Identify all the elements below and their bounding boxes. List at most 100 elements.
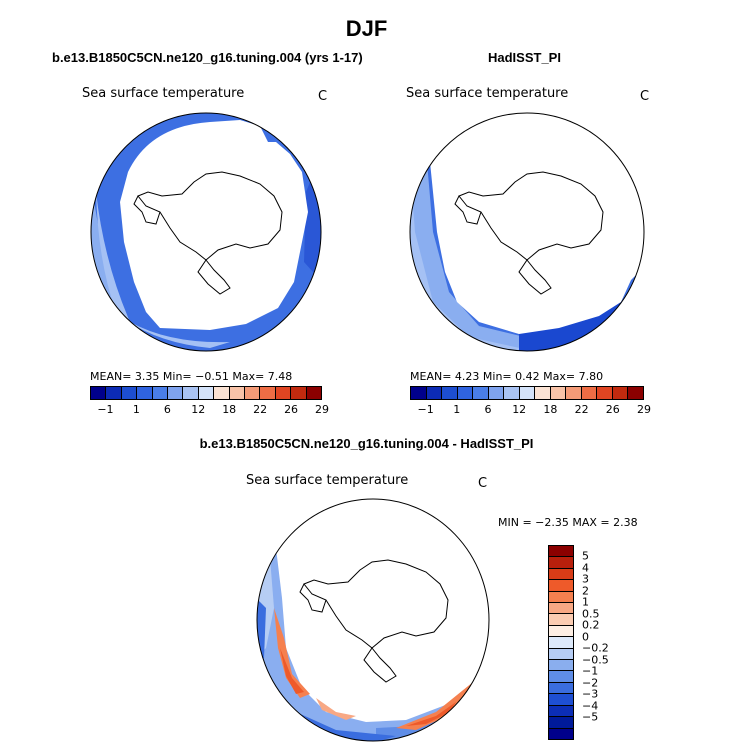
diff-colorbar-swatch: [549, 580, 573, 592]
diff-stats: MIN = −2.35 MAX = 2.38: [498, 516, 638, 529]
diff-colorbar-swatch: [549, 568, 573, 581]
model-colorbar-swatch: [91, 387, 107, 399]
diff-colorbar-swatch: [549, 591, 573, 604]
obs-colorbar-swatch: [535, 387, 551, 399]
model-panel-title: b.e13.B1850C5CN.ne120_g16.tuning.004 (yr…: [52, 50, 363, 65]
model-colorbar-labels: −1 1 6 12 18 22 26 29: [90, 403, 329, 417]
diff-colorbar-labels: 5 4 3 2 1 0.5 0.2 0 −0.2 −0.5 −1 −2 −3 −4 −5: [582, 545, 622, 740]
obs-colorbar-swatch: [581, 387, 598, 399]
model-unit-label: C: [318, 89, 328, 104]
obs-colorbar-tick-label: 29: [637, 403, 651, 416]
model-colorbar-swatch: [229, 387, 246, 399]
obs-colorbar-swatch: [411, 387, 427, 399]
obs-colorbar-swatch: [442, 387, 458, 399]
model-colorbar-swatch: [260, 387, 276, 399]
model-stats: MEAN= 3.35 Min= −0.51 Max= 7.48: [90, 370, 293, 383]
obs-colorbar-swatch: [612, 387, 629, 399]
diff-colorbar-tick-label: 0.2: [582, 618, 600, 632]
model-colorbar-swatch: [121, 387, 138, 399]
obs-colorbar-swatch: [473, 387, 489, 399]
diff-colorbar-swatch: [549, 603, 573, 615]
obs-colorbar-swatch: [597, 387, 613, 399]
diff-colorbar-tick-label: 5: [582, 549, 589, 563]
obs-colorbar-tick-label: 22: [574, 403, 589, 416]
model-colorbar-tick-label: 12: [191, 403, 206, 416]
diff-colorbar-tick-label: 2: [582, 584, 589, 598]
obs-variable-label: Sea surface temperature: [406, 86, 569, 101]
obs-colorbar-tick-label: 6: [484, 403, 492, 416]
diff-colorbar-swatch: [549, 625, 573, 638]
model-colorbar-tick-label: 22: [253, 403, 268, 416]
obs-colorbar-labels: −1 1 6 12 18 22 26 29: [410, 403, 651, 417]
diff-colorbar-swatch: [549, 648, 573, 661]
obs-colorbar-tick-label: −1: [417, 403, 434, 416]
model-colorbar-swatch: [198, 387, 215, 399]
obs-panel-title: HadISST_PI: [488, 50, 561, 65]
obs-colorbar-tick-label: 26: [605, 403, 620, 416]
diff-colorbar-tick-label: −3: [582, 687, 599, 701]
obs-colorbar-swatch: [504, 387, 520, 399]
diff-colorbar-swatch: [549, 728, 573, 739]
diff-panel-title: b.e13.B1850C5CN.ne120_g16.tuning.004 - H…: [199, 436, 534, 451]
obs-unit-label: C: [640, 89, 650, 104]
diff-colorbar-swatch: [549, 671, 573, 683]
diff-colorbar-swatch: [549, 660, 573, 672]
diff-colorbar-tick-label: 3: [582, 572, 589, 586]
obs-sst-map: [409, 112, 645, 352]
model-colorbar-swatch: [106, 387, 122, 399]
diff-colorbar-tick-label: −2: [582, 676, 599, 690]
diff-colorbar-swatch: [549, 717, 573, 729]
diff-colorbar-swatch: [549, 614, 573, 626]
model-colorbar-swatch: [306, 387, 322, 399]
obs-colorbar-tick-label: 1: [453, 403, 461, 416]
obs-colorbar-swatch: [488, 387, 505, 399]
diff-unit-label: C: [478, 476, 488, 491]
model-colorbar-swatch: [137, 387, 153, 399]
diff-colorbar-tick-label: −0.2: [582, 641, 609, 655]
diff-colorbar: [548, 545, 574, 740]
diff-colorbar-swatch: [549, 557, 573, 569]
diff-colorbar-swatch: [549, 637, 573, 649]
obs-colorbar-swatch: [550, 387, 567, 399]
obs-colorbar-swatch: [566, 387, 582, 399]
model-colorbar-swatch: [275, 387, 292, 399]
model-colorbar-tick-label: 26: [284, 403, 299, 416]
diff-variable-label: Sea surface temperature: [246, 473, 409, 488]
diff-colorbar-swatch: [549, 546, 573, 558]
model-colorbar-swatch: [214, 387, 230, 399]
obs-colorbar-swatch: [426, 387, 443, 399]
model-colorbar-tick-label: 6: [163, 403, 171, 416]
page-title: DJF: [345, 16, 388, 41]
diff-colorbar-swatch: [549, 694, 573, 706]
obs-colorbar: [410, 386, 644, 400]
model-colorbar-swatch: [152, 387, 169, 399]
diff-colorbar-tick-label: −1: [582, 664, 599, 678]
diff-colorbar-tick-label: 1: [582, 595, 589, 609]
model-colorbar-tick-label: −1: [97, 403, 114, 416]
model-colorbar: [90, 386, 322, 400]
diff-colorbar-tick-label: −4: [582, 699, 599, 713]
model-colorbar-tick-label: 1: [132, 403, 140, 416]
model-sst-map: [90, 112, 322, 352]
model-colorbar-swatch: [245, 387, 261, 399]
obs-colorbar-swatch: [457, 387, 474, 399]
model-colorbar-tick-label: 18: [222, 403, 237, 416]
obs-colorbar-swatch: [628, 387, 643, 399]
diff-colorbar-tick-label: −0.5: [582, 653, 609, 667]
model-colorbar-swatch: [183, 387, 199, 399]
diff-colorbar-tick-label: −5: [582, 710, 599, 724]
model-variable-label: Sea surface temperature: [82, 86, 245, 101]
diff-colorbar-swatch: [549, 705, 573, 718]
diff-sst-map: [256, 498, 490, 742]
obs-colorbar-swatch: [519, 387, 536, 399]
model-colorbar-swatch: [168, 387, 184, 399]
model-colorbar-tick-label: 29: [315, 403, 329, 416]
obs-colorbar-tick-label: 18: [543, 403, 558, 416]
diff-colorbar-tick-label: 4: [582, 561, 589, 575]
obs-colorbar-tick-label: 12: [512, 403, 527, 416]
diff-colorbar-tick-label: 0.5: [582, 607, 600, 621]
diff-colorbar-tick-label: 0: [582, 630, 589, 644]
obs-stats: MEAN= 4.23 Min= 0.42 Max= 7.80: [410, 370, 604, 383]
model-colorbar-swatch: [291, 387, 307, 399]
diff-colorbar-swatch: [549, 682, 573, 695]
